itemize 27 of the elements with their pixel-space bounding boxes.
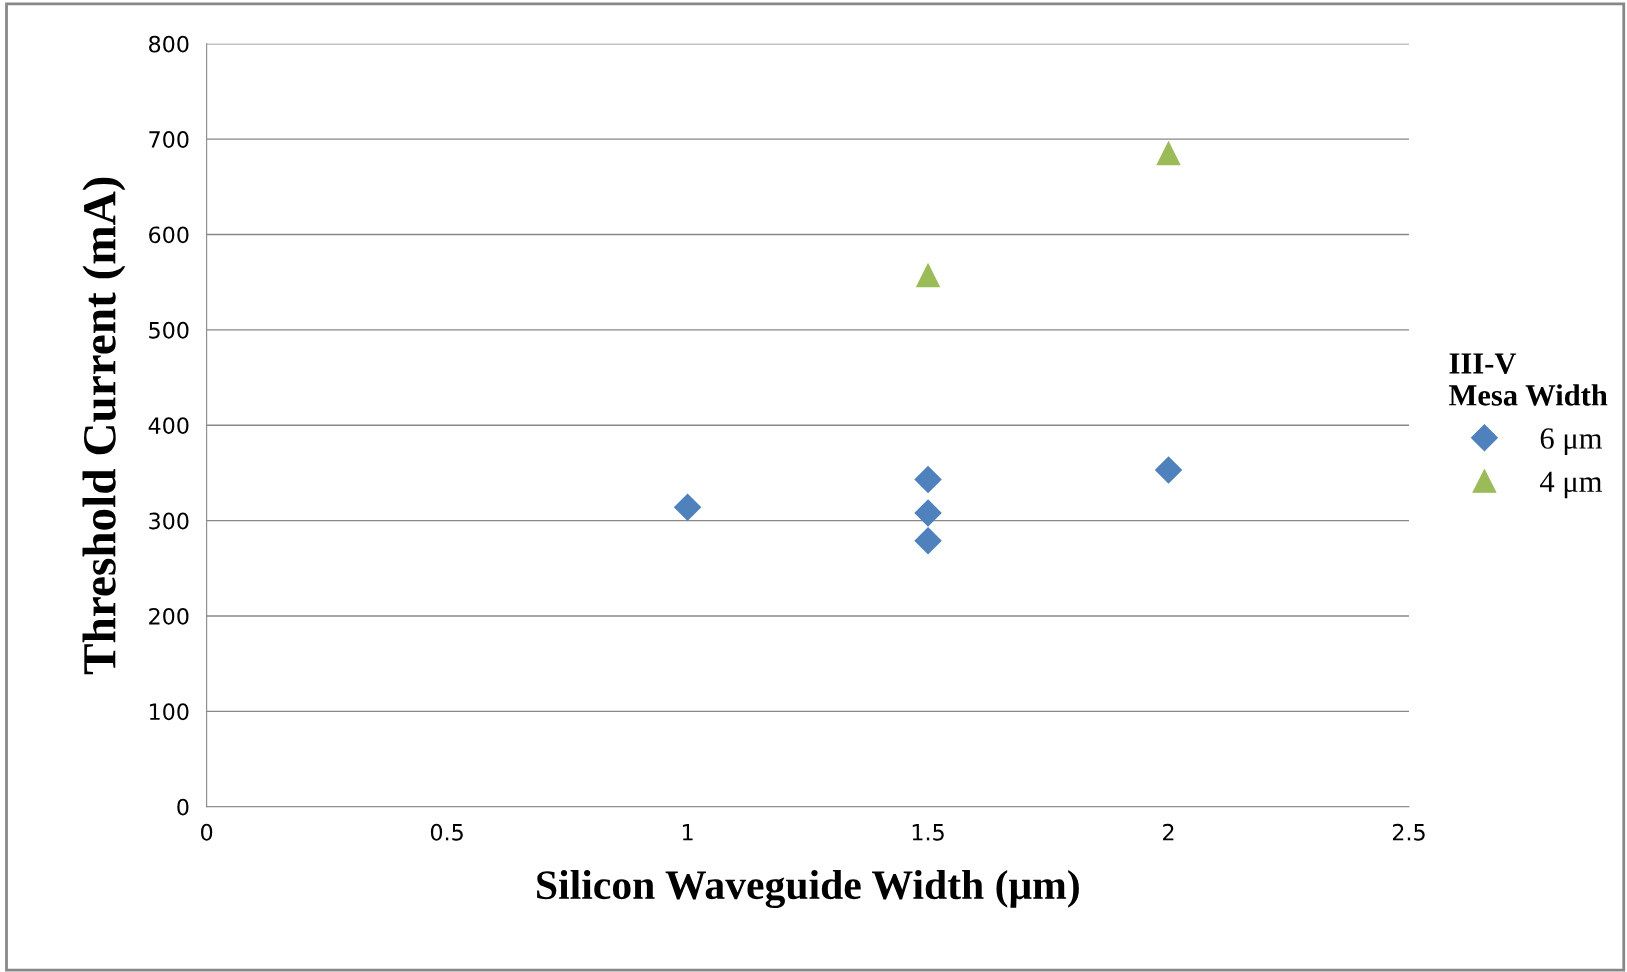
point [914,527,942,555]
legend-label: 6 μm [1540,428,1603,456]
x-tick-label: 2.5 [1392,823,1425,841]
x-axis-title: Silicon Waveguide Width (μm) [537,869,1079,909]
y-tick-label: 400 [148,417,189,435]
point [674,493,702,521]
point [914,499,942,527]
point [1155,456,1182,484]
y-tick-label: 800 [149,35,189,53]
point [916,263,940,288]
x-tick-label: 0 [201,823,213,841]
legend-label: 4 μm [1540,471,1603,499]
y-tick-label: 500 [149,321,189,339]
y-tick-label: 600 [149,226,189,244]
x-tick-label: 1 [682,824,693,841]
y-tick-label: 0 [177,798,189,816]
x-tick-label: 2 [1163,823,1174,841]
legend-title: III-V Mesa Width [1449,353,1608,406]
point [914,466,942,494]
y-tick-label: 200 [149,607,189,625]
y-axis-title: Threshold Current (mA) [82,177,126,675]
y-tick-label: 700 [149,131,189,148]
point [1156,141,1181,166]
x-tick-label: 0.5 [430,823,463,841]
y-tick-label: 300 [149,512,189,530]
x-tick-label: 1.5 [912,824,944,841]
y-tick-label: 100 [149,703,189,721]
